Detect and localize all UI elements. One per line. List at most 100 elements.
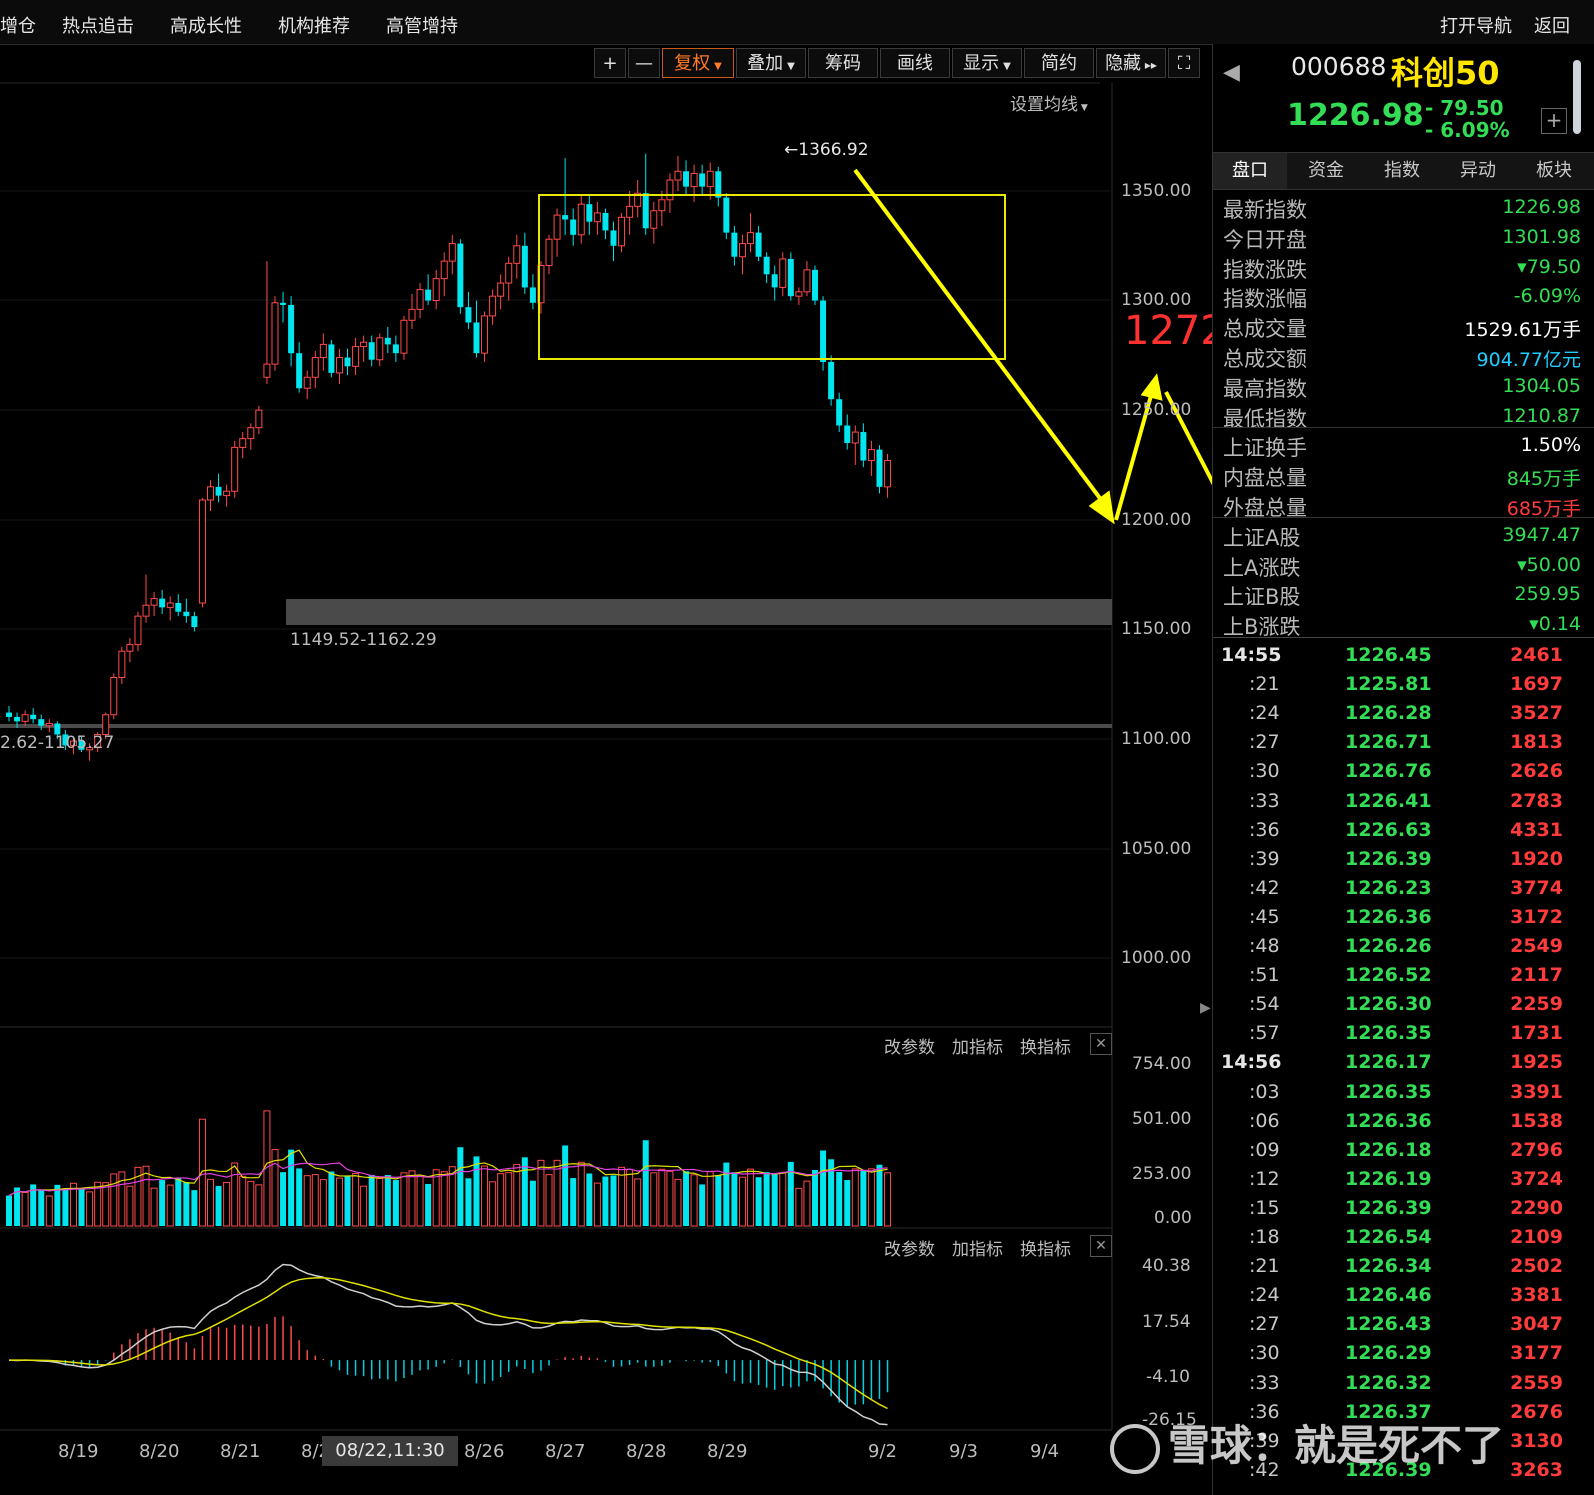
volume-bar [94,1181,102,1227]
fullscreen-icon: ⛶ [1177,53,1191,74]
huaxian-button[interactable]: 画线 [880,48,950,78]
nav-item-redian[interactable]: 热点追击 [62,16,134,37]
volume-bar [884,1172,892,1227]
fullscreen-button[interactable]: ⛶ [1168,48,1200,78]
vol-add-indicator[interactable]: 加指标 [952,1038,1003,1058]
chouma-button[interactable]: 筹码 [808,48,878,78]
date-tick-label: 8/21 [220,1441,261,1462]
diejia-label: 叠加 [747,53,784,74]
candle-body [328,344,335,373]
candle-body [658,199,666,212]
date-tick-label: 8/19 [58,1441,99,1462]
candle-body [45,723,53,727]
volume-bars-group [6,1110,892,1227]
quote-row-label: 外盘总量 [1223,496,1307,520]
volume-bar [288,1149,295,1226]
xianshi-button[interactable]: 显示 ▼ [952,48,1022,78]
candle-body [69,740,77,746]
macd-add-indicator[interactable]: 加指标 [952,1240,1003,1260]
volume-bar [239,1175,247,1227]
candle-body [884,460,892,488]
tick-time: :42 [1249,1458,1280,1481]
volume-bar [118,1171,126,1227]
candle-body [368,342,375,360]
candle-body [795,291,803,297]
quote-row-label: 总成交额 [1223,347,1307,371]
volume-bar [408,1170,416,1227]
candle-body [706,170,714,188]
close-icon[interactable]: ✕ [1090,1235,1112,1257]
date-tick-label: 8/27 [545,1441,586,1462]
open-nav-button[interactable]: 打开导航 [1440,16,1512,37]
nav-item-gaoguan[interactable]: 高管增持 [386,16,458,37]
tab-pankou[interactable]: 盘口 [1213,153,1287,189]
tick-volume: 1925 [1510,1051,1563,1074]
quote-row-value: 1210.87 [1502,404,1581,427]
nav-item-chengzhang[interactable]: 高成长性 [170,16,242,37]
stock-name: 科创50 [1391,54,1500,92]
kline-chart[interactable] [0,0,1212,1495]
tick-price: 1226.34 [1345,1255,1432,1278]
candle-body [288,304,295,354]
back-button[interactable]: 返回 [1534,16,1570,37]
zoom-out-button[interactable]: — [628,48,660,78]
collapse-handle-icon[interactable]: ▶ [1200,1000,1211,1016]
candle-body [529,287,536,303]
candles-group [6,153,892,761]
candle-body [207,486,214,501]
volume-bar [150,1187,158,1227]
fuquan-button[interactable]: 复权 ▼ [662,48,734,78]
fuquan-label: 复权 [674,53,711,74]
scrollbar[interactable] [1573,60,1581,134]
volume-bar [650,1172,658,1227]
tick-price: 1226.39 [1345,847,1432,870]
tab-zhishu[interactable]: 指数 [1384,160,1420,181]
quote-row-label: 内盘总量 [1223,466,1307,491]
candle-body [497,282,505,297]
add-watch-icon[interactable]: + [1541,108,1567,134]
close-icon[interactable]: ✕ [1090,1033,1112,1055]
volume-bar [247,1180,255,1227]
jianyue-button[interactable]: 简约 [1024,48,1094,78]
nav-item-jigou[interactable]: 机构推荐 [278,16,350,37]
tick-time: :24 [1249,1284,1280,1307]
set-ma-button[interactable]: 设置均线 ▼ [1010,90,1088,115]
candle-body [311,357,319,378]
tick-volume: 2109 [1510,1226,1563,1248]
macd-tick-label: 17.54 [1142,1312,1191,1332]
tick-time: :36 [1249,1400,1280,1423]
candle-body [674,170,682,181]
vol-switch-indicator[interactable]: 换指标 [1020,1038,1071,1058]
nav-item-zengcang[interactable]: 增仓 [0,16,36,37]
volume-bar [481,1165,489,1227]
target-annotation: 1272 [1124,308,1226,354]
volume-bar [416,1175,424,1227]
tab-zijin[interactable]: 资金 [1308,160,1344,181]
tab-bankuai[interactable]: 板块 [1536,160,1572,181]
yincang-button[interactable]: 隐藏 ▸▸ [1096,48,1166,78]
tick-row: :18 1226.54 2109 [1221,1226,1591,1254]
candle-body [239,438,247,448]
stock-change-pct: - 6.09% [1425,118,1510,142]
prev-stock-icon[interactable]: ◀ [1223,60,1240,85]
quote-row-value: ▾50.00 [1517,553,1581,576]
volume-bar [860,1170,867,1226]
zoom-in-button[interactable]: + [594,48,626,78]
tab-yidong[interactable]: 异动 [1460,160,1496,181]
volume-bar [126,1185,134,1227]
macd-switch-indicator[interactable]: 换指标 [1020,1240,1071,1260]
candle-body [425,289,432,301]
volume-bar [344,1176,351,1226]
volume-bar [207,1178,214,1227]
candle-body [505,262,513,284]
candle-body [666,179,674,201]
chevron-down-icon: ▼ [1003,61,1011,72]
candle-body [110,676,118,716]
vol-change-params[interactable]: 改参数 [884,1038,935,1058]
tick-price: 1226.30 [1345,993,1432,1016]
arrow-head-icon [1140,373,1163,401]
macd-change-params[interactable]: 改参数 [884,1240,935,1260]
diejia-button[interactable]: 叠加 ▼ [736,48,806,78]
date-tick-label: 9/4 [1030,1441,1059,1462]
tick-volume: 1538 [1510,1109,1563,1132]
